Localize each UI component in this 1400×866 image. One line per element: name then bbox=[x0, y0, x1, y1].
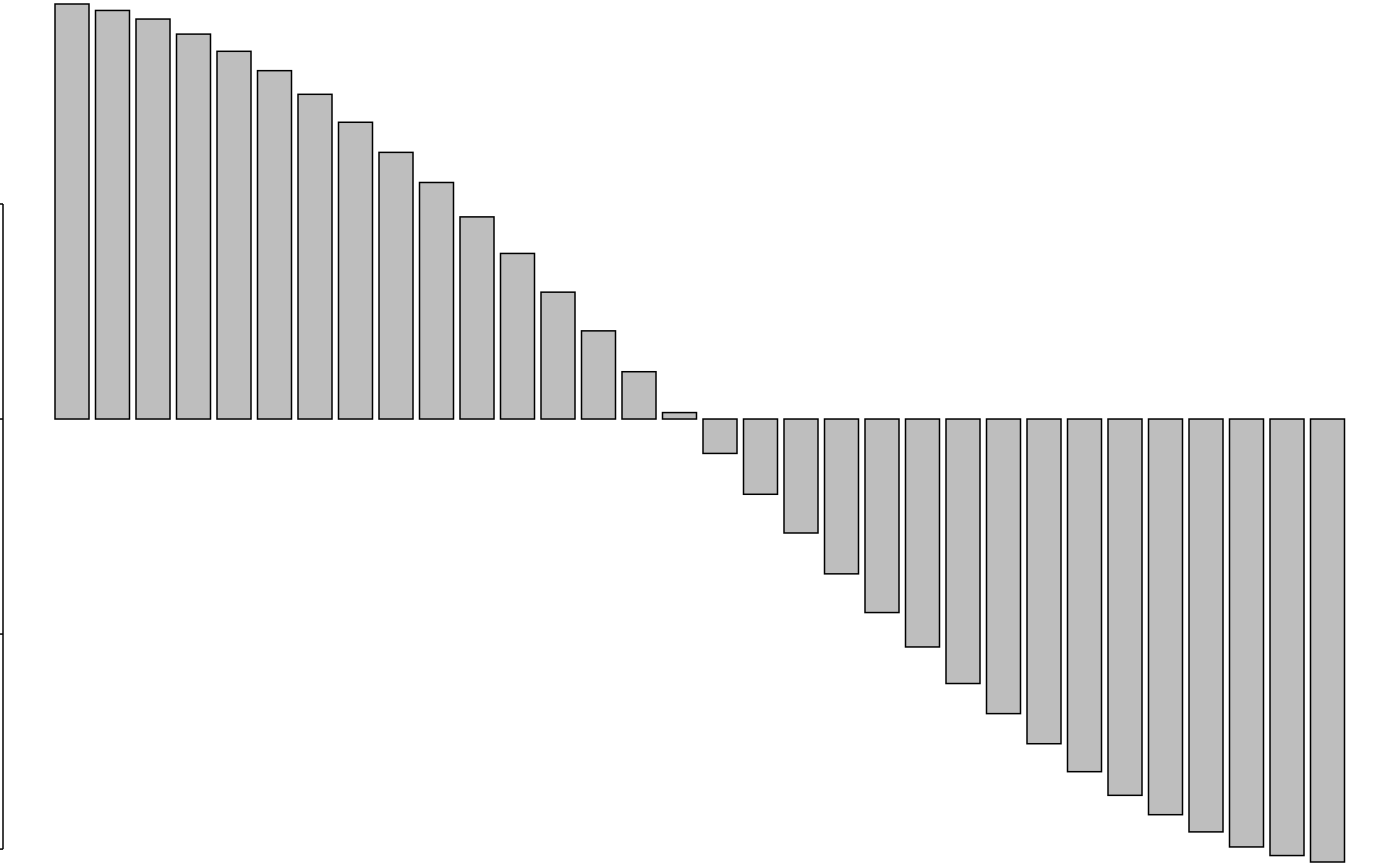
bar bbox=[1147, 418, 1184, 816]
bar bbox=[216, 50, 252, 420]
bar bbox=[1026, 418, 1062, 745]
bar bbox=[702, 418, 738, 455]
bar bbox=[904, 418, 941, 648]
bar bbox=[1188, 418, 1224, 833]
bar bbox=[499, 252, 536, 420]
bar bbox=[661, 411, 698, 420]
bar bbox=[94, 9, 131, 420]
bar bbox=[418, 181, 455, 420]
bar bbox=[580, 330, 617, 420]
bar bbox=[175, 33, 212, 420]
bar bbox=[337, 121, 374, 420]
bar bbox=[459, 216, 495, 420]
bar bbox=[256, 69, 293, 420]
bar bbox=[864, 418, 900, 614]
bar bbox=[1269, 418, 1305, 857]
bar bbox=[1309, 418, 1346, 863]
bar bbox=[54, 3, 90, 420]
bar bbox=[378, 151, 414, 420]
bar bbox=[783, 418, 819, 534]
bar bbox=[540, 291, 576, 420]
bar bbox=[823, 418, 860, 575]
bar bbox=[621, 370, 657, 420]
bar bbox=[1066, 418, 1103, 773]
bar bbox=[945, 418, 981, 685]
bar bbox=[297, 93, 333, 420]
bar bbox=[135, 18, 171, 420]
bar bbox=[1228, 418, 1265, 848]
bar bbox=[1107, 418, 1143, 797]
bar bbox=[742, 418, 779, 496]
bar bbox=[985, 418, 1022, 715]
